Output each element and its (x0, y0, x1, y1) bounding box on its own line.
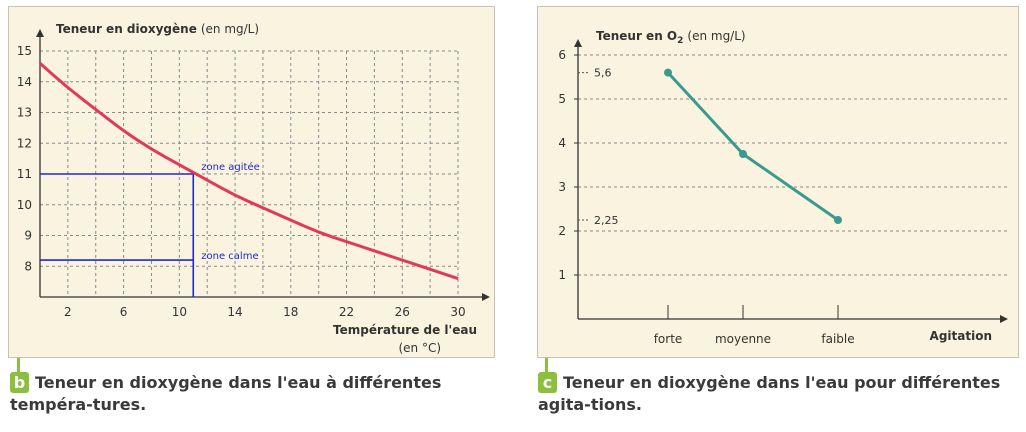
y-tick-label: 3 (558, 180, 566, 194)
caption-letter: c (538, 372, 557, 393)
y-axis-arrow (36, 29, 44, 37)
x-axis-arrow (482, 293, 490, 301)
x-tick-label: 14 (227, 305, 242, 319)
y-axis-label: Teneur en O2 (en mg/L) (596, 29, 746, 46)
y-tick-label: 11 (17, 167, 32, 181)
y-tick-label: 10 (17, 198, 32, 212)
y-tick-label: 14 (17, 75, 32, 89)
x-tick-label: 26 (395, 305, 410, 319)
y-axis-arrow (574, 39, 582, 47)
y-tick-label: 1 (558, 268, 566, 282)
agitation-chart: 1 2 3 4 5 6 forte moyenne faible Teneur en O2 (en… (558, 29, 1010, 346)
x-tick-label: 18 (283, 305, 298, 319)
oxygen-temperature-curve (39, 62, 459, 281)
y-tick-label: 13 (17, 106, 32, 120)
value-reference-lines (578, 72, 590, 221)
figure-caption-b: b Teneur en dioxygène dans l'eau à différ… (10, 372, 500, 416)
caption-marker-stem (17, 358, 20, 372)
y-tick-label: 4 (558, 136, 566, 150)
temperature-chart-panel: 2 6 10 14 18 22 26 30 8 9 10 11 12 13 14 15 Teneur en d… (8, 6, 495, 358)
oxygen-agitation-line (666, 71, 839, 222)
annotation-guides (40, 173, 195, 297)
figure-caption-c: c Teneur en dioxygène dans l'eau pour dif… (538, 372, 1023, 416)
x-tick-label: 30 (450, 305, 465, 319)
x-tick-label: 22 (339, 305, 354, 319)
x-tick-label: forte (654, 332, 683, 346)
y-tick-label: 8 (24, 259, 32, 273)
y-tick-label: 6 (558, 48, 566, 62)
tick-labels: 1 2 3 4 5 6 forte moyenne faible (558, 48, 854, 346)
x-tick-label: 6 (120, 305, 128, 319)
value-label-5-6: 5,6 (594, 67, 612, 80)
caption-letter: b (10, 372, 29, 393)
value-label-2-25: 2,25 (594, 214, 619, 227)
x-axis-label: Température de l'eau (333, 323, 477, 337)
agitation-chart-panel: 1 2 3 4 5 6 forte moyenne faible Teneur en O2 (en… (537, 6, 1019, 358)
x-axis-unit: (en °C) (398, 341, 441, 355)
y-tick-label: 2 (558, 224, 566, 238)
x-axis-label: Agitation (930, 329, 992, 343)
x-axis-arrow (1000, 315, 1008, 323)
y-tick-label: 5 (558, 92, 566, 106)
data-point (739, 150, 747, 158)
annotation-zone-calme: zone calme (201, 251, 258, 262)
x-tick-label: 10 (172, 305, 187, 319)
annotation-zone-agitee: zone agitée (201, 161, 260, 173)
grid (578, 54, 1010, 276)
caption-text: Teneur en dioxygène dans l'eau pour diff… (538, 373, 1001, 414)
y-tick-label: 12 (17, 136, 32, 150)
y-tick-label: 15 (17, 44, 32, 58)
caption-marker-stem (545, 358, 548, 372)
caption-text: Teneur en dioxygène dans l'eau à différe… (10, 373, 442, 414)
y-tick-label: 9 (24, 229, 32, 243)
x-tick-label: moyenne (715, 332, 771, 346)
y-axis-label: Teneur en dioxygène (en mg/L) (56, 22, 259, 36)
data-point (834, 216, 842, 224)
data-points (664, 68, 842, 224)
data-point (664, 68, 672, 77)
x-tick-label: 2 (64, 305, 72, 319)
x-tick-label: faible (821, 332, 854, 346)
